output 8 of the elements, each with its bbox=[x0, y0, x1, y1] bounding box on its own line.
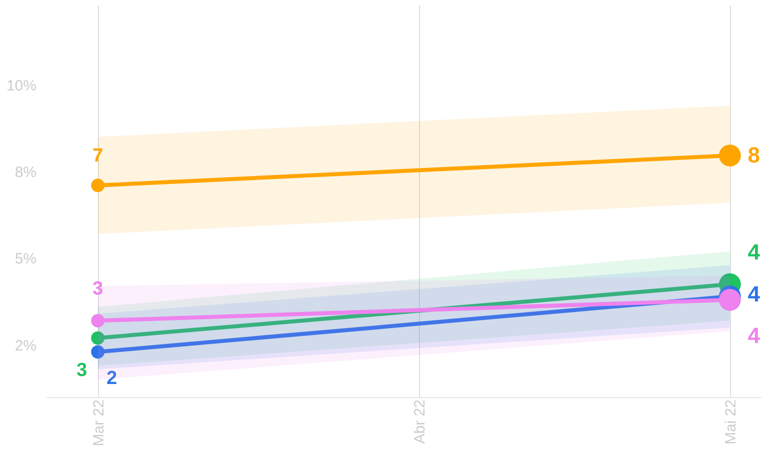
data-label: 4 bbox=[748, 322, 761, 348]
data-label: 8 bbox=[748, 142, 760, 168]
data-label: 4 bbox=[748, 281, 761, 306]
data-label: 7 bbox=[92, 145, 104, 166]
data-label: 3 bbox=[76, 360, 88, 382]
data-label: 2 bbox=[106, 368, 118, 389]
data-label: 3 bbox=[92, 278, 104, 300]
data-label: 4 bbox=[748, 239, 761, 264]
